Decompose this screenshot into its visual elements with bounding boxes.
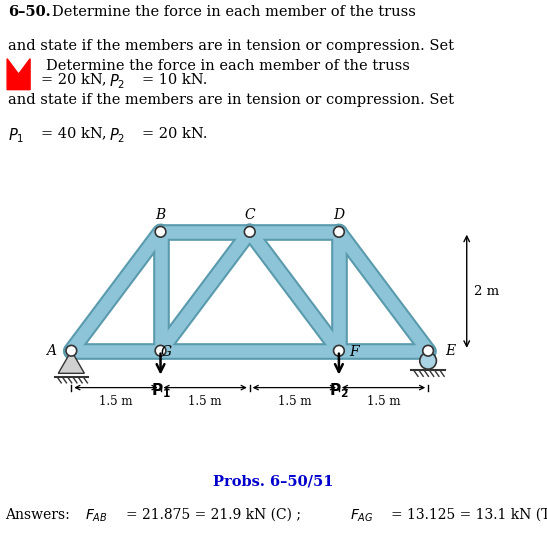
Text: 2 m: 2 m [474,285,499,298]
Text: = 40 kN,: = 40 kN, [41,127,107,141]
Text: E: E [445,344,455,358]
Text: 1.5 m: 1.5 m [366,395,400,408]
Circle shape [155,226,166,237]
Text: = 20 kN.: = 20 kN. [142,127,208,141]
Text: = 20 kN,: = 20 kN, [41,73,107,87]
Circle shape [245,226,255,237]
Polygon shape [59,351,84,373]
Text: D: D [333,208,345,222]
Text: $P_1$: $P_1$ [8,73,25,91]
Text: $P_2$: $P_2$ [109,73,126,91]
Text: $F_{AG}$: $F_{AG}$ [350,508,374,524]
Text: Determine the force in each member of the truss: Determine the force in each member of th… [52,4,416,19]
Text: G: G [160,345,172,359]
Circle shape [155,346,166,356]
Text: $P_1$: $P_1$ [8,127,25,145]
Text: and state if the members are in tension or compression. Set: and state if the members are in tension … [8,93,454,107]
Text: Determine the force in each member of the truss: Determine the force in each member of th… [46,59,410,73]
Text: = 10 kN.: = 10 kN. [142,73,208,87]
Circle shape [334,226,344,237]
Text: 1.5 m: 1.5 m [188,395,222,408]
Text: $F_{AB}$: $F_{AB}$ [85,508,108,524]
Circle shape [420,353,437,369]
Circle shape [334,346,344,356]
Text: Probs. 6–50/51: Probs. 6–50/51 [213,474,334,489]
Text: = 13.125 = 13.1 kN (T): = 13.125 = 13.1 kN (T) [391,508,547,522]
Text: $\mathbf{P_1}$: $\mathbf{P_1}$ [150,381,171,400]
Text: = 21.875 = 21.9 kN (C) ;: = 21.875 = 21.9 kN (C) ; [126,508,301,522]
Text: $P_2$: $P_2$ [109,127,126,145]
Text: F: F [350,345,359,359]
Text: 1.5 m: 1.5 m [99,395,133,408]
Text: A: A [46,344,56,358]
Text: C: C [245,208,255,222]
Polygon shape [7,59,30,89]
Circle shape [66,346,77,356]
Text: B: B [155,208,166,222]
Text: Answers:: Answers: [5,508,70,522]
Text: 1.5 m: 1.5 m [277,395,311,408]
Circle shape [423,346,433,356]
Text: and state if the members are in tension or compression. Set: and state if the members are in tension … [8,39,454,52]
Text: 6–50.: 6–50. [8,4,51,19]
Text: $\mathbf{P_2}$: $\mathbf{P_2}$ [329,381,349,400]
